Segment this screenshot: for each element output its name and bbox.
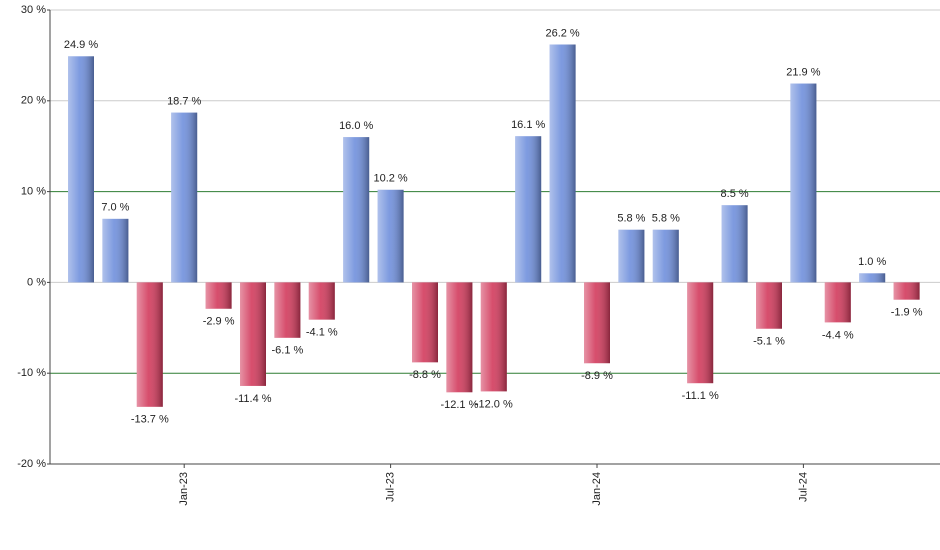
- bar: [68, 56, 94, 283]
- y-tick-label: -10 %: [17, 367, 46, 379]
- bar: [308, 282, 335, 320]
- data-label: 7.0 %: [101, 202, 129, 214]
- x-tick-label: Jul-24: [797, 472, 809, 502]
- data-label: 16.1 %: [511, 119, 545, 131]
- data-label: -11.4 %: [234, 393, 271, 405]
- y-tick-label: 20 %: [21, 95, 46, 107]
- bar: [618, 229, 645, 283]
- data-label: 5.8 %: [617, 213, 645, 225]
- data-label: 10.2 %: [373, 173, 407, 185]
- bar: [824, 282, 851, 323]
- data-label: 16.0 %: [339, 120, 373, 132]
- bar: [274, 282, 301, 338]
- bar: [893, 282, 920, 300]
- bar: [171, 112, 198, 283]
- x-tick-label: Jan-23: [178, 472, 190, 506]
- bar: [205, 282, 232, 309]
- data-label: -13.7 %: [131, 414, 169, 426]
- bar: [721, 205, 748, 283]
- data-label: -12.1 %: [440, 399, 478, 411]
- data-label: -11.1 %: [682, 390, 719, 402]
- bar: [549, 44, 576, 283]
- data-label: 24.9 %: [64, 39, 98, 51]
- y-tick-label: 30 %: [21, 4, 46, 16]
- data-label: 1.0 %: [858, 256, 886, 268]
- bar: [687, 282, 714, 384]
- data-label: 5.8 %: [652, 213, 680, 225]
- bar: [136, 282, 163, 407]
- bar: [412, 282, 438, 363]
- bar: [240, 282, 266, 386]
- data-label: -4.4 %: [822, 329, 854, 341]
- bar: [343, 137, 370, 283]
- data-label: 21.9 %: [786, 66, 820, 78]
- bar: [859, 273, 886, 283]
- x-tick-label: Jul-23: [385, 472, 397, 502]
- data-label: -8.9 %: [581, 370, 613, 382]
- data-label: 26.2 %: [545, 27, 579, 39]
- bar: [102, 218, 129, 283]
- bar: [652, 229, 679, 283]
- data-label: 8.5 %: [721, 188, 749, 200]
- bar: [480, 282, 507, 392]
- x-tick-label: Jan-24: [591, 472, 603, 506]
- data-label: 18.7 %: [167, 96, 201, 108]
- bar: [515, 136, 542, 283]
- bar: [790, 83, 817, 283]
- data-label: -12.0 %: [475, 398, 513, 410]
- y-tick-label: 10 %: [21, 186, 46, 198]
- bar: [446, 282, 473, 393]
- data-label: -6.1 %: [272, 345, 304, 357]
- bar: [377, 189, 404, 283]
- data-label: -1.9 %: [891, 307, 923, 319]
- bar: [584, 282, 610, 364]
- y-tick-label: 0 %: [27, 276, 46, 288]
- data-label: -2.9 %: [203, 316, 235, 328]
- y-tick-label: -20 %: [17, 458, 46, 470]
- bar: [756, 282, 782, 329]
- data-label: -4.1 %: [306, 327, 338, 339]
- data-label: -5.1 %: [753, 336, 785, 348]
- data-label: -8.8 %: [409, 369, 441, 381]
